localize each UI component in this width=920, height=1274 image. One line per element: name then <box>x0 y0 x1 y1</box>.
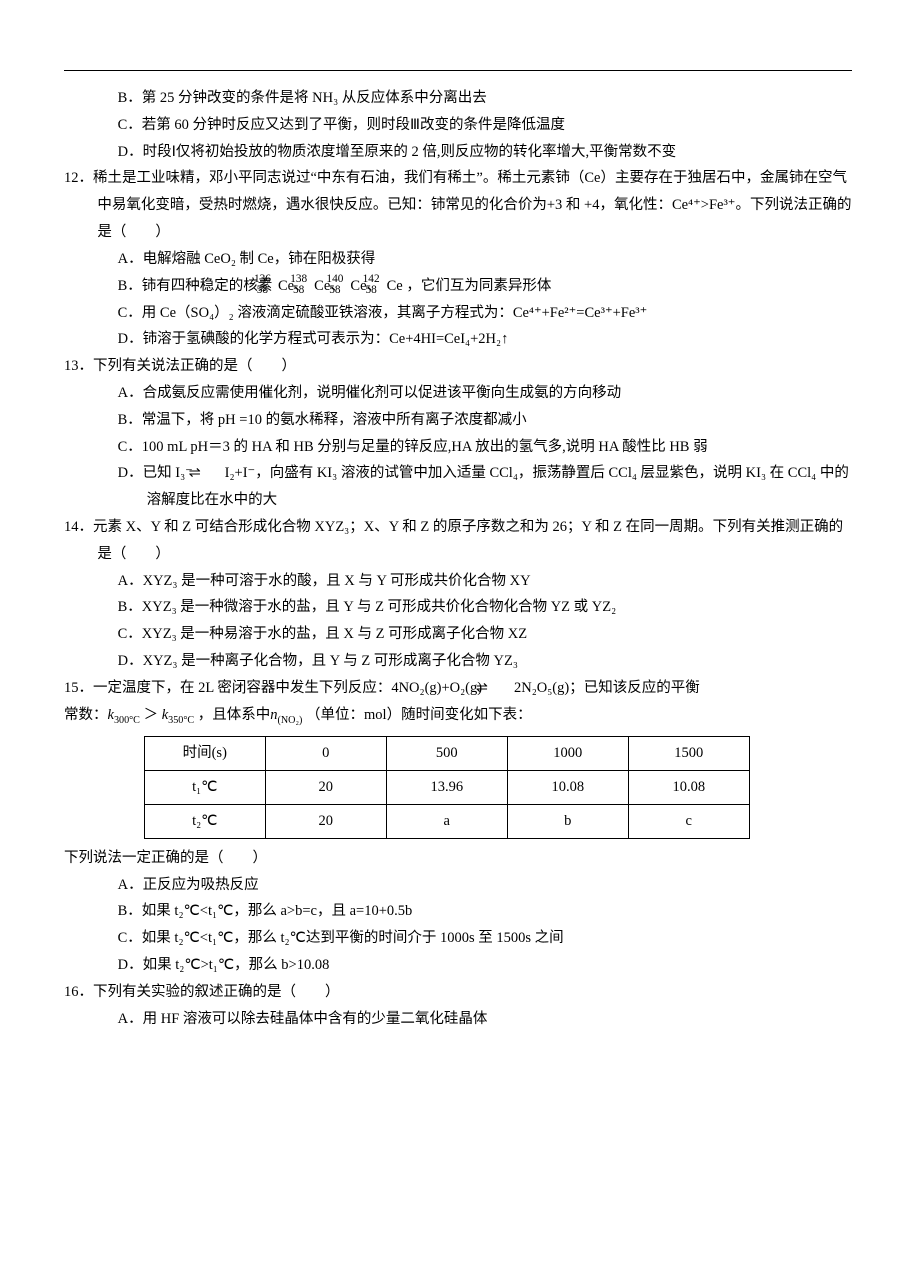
equilibrium-arrow-icon <box>482 675 514 702</box>
table-cell: 10.08 <box>628 771 749 805</box>
q12-opt-c: C．用 Ce（SO₄）₂ 溶液滴定硫酸亚铁溶液，其离子方程式为：Ce⁴⁺+Fe²… <box>64 300 852 327</box>
q12-opt-b-pre: B．铈有四种稳定的核素 <box>118 278 273 294</box>
q15-stem1-b: 2N₂O₅(g)；已知该反应的平衡 <box>514 680 700 696</box>
q15-table: 时间(s) 0 500 1000 1500 t₁℃ 20 13.96 10.08… <box>144 736 750 838</box>
table-cell: 10.08 <box>507 771 628 805</box>
table-cell: 13.96 <box>386 771 507 805</box>
table-head: 1500 <box>628 737 749 771</box>
q13-opt-b: B．常温下，将 pH =10 的氨水稀释，溶液中所有离子浓度都减小 <box>64 407 852 434</box>
q11-opt-c: C．若第 60 分钟时反应又达到了平衡，则时段Ⅲ改变的条件是降低温度 <box>64 112 852 139</box>
table-cell: a <box>386 804 507 838</box>
q15-stem2-mid: ，且体系中 <box>198 707 271 723</box>
table-cell: c <box>628 804 749 838</box>
q15-below: 下列说法一定正确的是（ ） <box>64 845 852 872</box>
q15-opt-b: B．如果 t₂℃<t₁℃，那么 a>b=c，且 a=10+0.5b <box>64 898 852 925</box>
q14-stem: 14．元素 X、Y 和 Z 可结合形成化合物 XYZ₃；X、Y 和 Z 的原子序… <box>64 514 852 568</box>
q15-opt-d: D．如果 t₂℃>t₁℃，那么 b>10.08 <box>64 952 852 979</box>
table-row: t₁℃ 20 13.96 10.08 10.08 <box>144 771 749 805</box>
q13-opt-d-post: I₂+I⁻，向盛有 KI₃ 溶液的试管中加入适量 CCl₄，振荡静置后 CCl₄… <box>147 465 849 508</box>
n-sym: n <box>270 707 277 723</box>
table-cell: 20 <box>265 804 386 838</box>
table-cell: b <box>507 804 628 838</box>
table-row: t₂℃ 20 a b c <box>144 804 749 838</box>
q15-stem1-a: 15．一定温度下，在 2L 密闭容器中发生下列反应：4NO₂(g)+O₂(g) <box>64 680 482 696</box>
k1-sub: 300°C <box>114 715 140 726</box>
q12-opt-b-post: ，它们互为同素异形体 <box>406 278 551 294</box>
q15-stem2-a: 常数： <box>64 707 108 723</box>
table-head: 0 <box>265 737 386 771</box>
equilibrium-arrow-icon <box>193 460 225 487</box>
q13-opt-d: D．已知 I₃⁻I₂+I⁻，向盛有 KI₃ 溶液的试管中加入适量 CCl₄，振荡… <box>64 460 852 514</box>
q11-opt-b: B．第 25 分钟改变的条件是将 NH₃ 从反应体系中分离出去 <box>64 85 852 112</box>
q14-opt-c: C．XYZ₃ 是一种易溶于水的盐，且 X 与 Z 可形成离子化合物 XZ <box>64 621 852 648</box>
table-cell: t₁℃ <box>144 771 265 805</box>
q11-opt-d: D．时段Ⅰ仅将初始投放的物质浓度增至原来的 2 倍,则反应物的转化率增大,平衡常… <box>64 139 852 166</box>
q16-opt-a: A．用 HF 溶液可以除去硅晶体中含有的少量二氧化硅晶体 <box>64 1006 852 1033</box>
q14-opt-b: B．XYZ₃ 是一种微溶于水的盐，且 Y 与 Z 可形成共价化合物化合物 YZ … <box>64 594 852 621</box>
isotope-4-sym: Ce <box>387 278 403 294</box>
q16-stem: 16．下列有关实验的叙述正确的是（ ） <box>64 979 852 1006</box>
table-cell: 20 <box>265 771 386 805</box>
table-head-time: 时间(s) <box>144 737 265 771</box>
q15-stem2-b: （单位：mol）随时间变化如下表： <box>306 707 532 723</box>
top-rule <box>64 70 852 71</box>
q13-opt-c: C．100 mL pH＝3 的 HA 和 HB 分别与足量的锌反应,HA 放出的… <box>64 434 852 461</box>
q13-opt-a: A．合成氨反应需使用催化剂，说明催化剂可以促进该平衡向生成氨的方向移动 <box>64 380 852 407</box>
q13-opt-d-pre: D．已知 I₃⁻ <box>118 465 193 481</box>
q12-stem: 12．稀土是工业味精，邓小平同志说过“中东有石油，我们有稀土”。稀土元素铈（Ce… <box>64 165 852 245</box>
q14-opt-a: A．XYZ₃ 是一种可溶于水的酸，且 X 与 Y 可形成共价化合物 XY <box>64 568 852 595</box>
n-sub: (NO₂) <box>278 715 303 726</box>
q12-opt-a: A．电解熔融 CeO₂ 制 Ce，铈在阳极获得 <box>64 246 852 273</box>
q15-opt-c: C．如果 t₂℃<t₁℃，那么 t₂℃达到平衡的时间介于 1000s 至 150… <box>64 925 852 952</box>
table-head: 1000 <box>507 737 628 771</box>
q15-opt-a: A．正反应为吸热反应 <box>64 872 852 899</box>
table-cell: t₂℃ <box>144 804 265 838</box>
table-head: 500 <box>386 737 507 771</box>
q15-stem-line2: 常数：k300°C ＞ k350°C ，且体系中n(NO₂) （单位：mol）随… <box>64 702 852 731</box>
q15-stem-line1: 15．一定温度下，在 2L 密闭容器中发生下列反应：4NO₂(g)+O₂(g) 2… <box>64 675 852 702</box>
q12-opt-d: D．铈溶于氢碘酸的化学方程式可表示为：Ce+4HI=CeI₄+2H₂↑ <box>64 326 852 353</box>
table-row: 时间(s) 0 500 1000 1500 <box>144 737 749 771</box>
k2-sub: 350°C <box>168 715 194 726</box>
q12-opt-b: B．铈有四种稳定的核素 13658Ce、 13858Ce、 14058Ce、 1… <box>64 273 852 300</box>
gt: ＞ <box>144 707 159 723</box>
q13-stem: 13．下列有关说法正确的是（ ） <box>64 353 852 380</box>
q14-opt-d: D．XYZ₃ 是一种离子化合物，且 Y 与 Z 可形成离子化合物 YZ₃ <box>64 648 852 675</box>
